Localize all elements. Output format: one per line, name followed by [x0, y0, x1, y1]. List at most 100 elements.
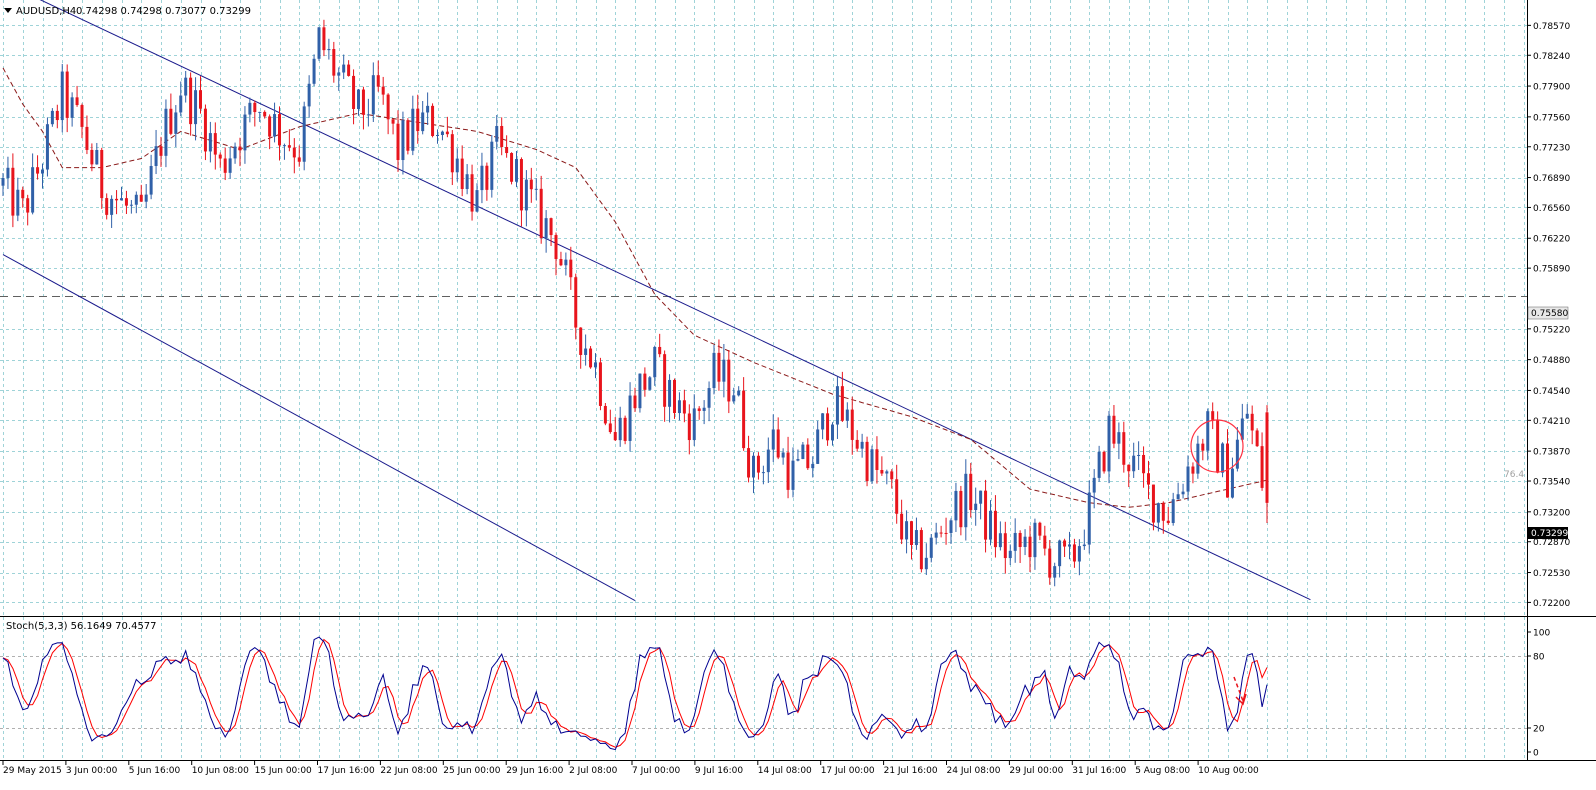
- price-tick-label: 0.72530: [1533, 569, 1570, 579]
- price-tick-label: 0.74210: [1533, 417, 1570, 427]
- candle-body: [460, 158, 464, 190]
- candle-body: [218, 154, 222, 159]
- candle-body: [381, 86, 385, 95]
- price-tick-label: 0.76220: [1533, 235, 1570, 245]
- ohlc-values: 0.74298 0.74298 0.73077 0.73299: [76, 6, 251, 17]
- candle-body: [835, 386, 839, 425]
- price-tick-label: 0.74540: [1533, 387, 1570, 397]
- candle-body: [322, 27, 326, 51]
- candle-body: [1028, 536, 1032, 558]
- candle-body: [1018, 532, 1022, 548]
- candle-body: [1230, 468, 1234, 498]
- chart-header: AUDUSD,H4 0.74298 0.74298 0.73077 0.7329…: [4, 6, 251, 17]
- candle-body: [60, 71, 64, 121]
- candle-body: [574, 277, 578, 328]
- price-tick-label: 0.73200: [1533, 508, 1570, 518]
- candle-body: [529, 179, 533, 190]
- candle-body: [643, 373, 647, 390]
- candle-body: [737, 390, 741, 396]
- candle-body: [223, 158, 227, 173]
- candle-body: [756, 455, 760, 473]
- candle-body: [1216, 419, 1220, 473]
- candle-body: [1013, 532, 1017, 551]
- candle-body: [613, 432, 617, 441]
- candle-body: [658, 346, 662, 355]
- candle-body: [771, 429, 775, 450]
- candle-body: [1, 177, 5, 186]
- dropdown-triangle-icon[interactable]: [4, 8, 12, 13]
- candle-body: [860, 441, 864, 449]
- time-tick-label: 10 Aug 00:00: [1198, 766, 1259, 776]
- time-tick-label: 31 Jul 16:00: [1072, 766, 1126, 776]
- stoch-tick-label: 100: [1533, 629, 1550, 639]
- candle-body: [949, 520, 953, 533]
- candle-body: [633, 395, 637, 409]
- candle-body: [747, 448, 751, 478]
- candle-body: [914, 530, 918, 546]
- candle-body: [440, 131, 444, 136]
- time-tick-label: 25 Jun 00:00: [443, 766, 500, 776]
- candle-body: [702, 407, 706, 411]
- candle-body: [436, 135, 439, 137]
- candle-body: [579, 327, 583, 355]
- candle-body: [673, 379, 676, 414]
- candle-body: [1176, 494, 1180, 500]
- candle-body: [998, 533, 1002, 548]
- candle-body: [228, 158, 232, 173]
- time-tick-label: 29 Jun 16:00: [506, 766, 563, 776]
- candle-body: [426, 105, 430, 113]
- candle-body: [954, 490, 958, 521]
- candle-body: [1117, 432, 1121, 444]
- candle-body: [811, 463, 815, 469]
- candle-body: [519, 159, 523, 211]
- candle-body: [357, 89, 360, 109]
- candle-body: [36, 167, 40, 174]
- candle-body: [924, 557, 928, 570]
- current-price-value: 0.73299: [1531, 529, 1568, 539]
- candle-body: [628, 395, 632, 441]
- price-panel[interactable]: 76.4: [0, 0, 1527, 616]
- price-tick-label: 0.75890: [1533, 265, 1570, 275]
- candle-body: [208, 133, 212, 152]
- stochastic-panel[interactable]: Stoch(5,3,3) 56.1649 70.4577: [0, 617, 1527, 760]
- candle-body: [831, 424, 834, 441]
- candle-body: [31, 167, 35, 213]
- time-tick-label: 7 Jul 00:00: [632, 766, 681, 776]
- candle-body: [273, 114, 277, 137]
- candle-body: [1147, 473, 1150, 485]
- candle-body: [26, 198, 30, 213]
- candle-body: [278, 114, 281, 146]
- candle-body: [307, 83, 311, 107]
- candle-body: [974, 503, 978, 511]
- candle-body: [1265, 412, 1269, 503]
- candle-body: [1132, 455, 1136, 472]
- down-arrow-icon: [1233, 676, 1247, 706]
- candle-body: [1156, 503, 1160, 523]
- candle-body: [342, 64, 346, 73]
- candle-body: [668, 379, 672, 407]
- candle-body: [944, 532, 948, 534]
- candle-body: [352, 75, 356, 109]
- candle-body: [559, 259, 563, 266]
- candle-body: [465, 174, 469, 190]
- candle-body: [248, 102, 252, 115]
- candle-body: [282, 145, 286, 147]
- candle-body: [707, 388, 711, 408]
- price-tick-label: 0.76560: [1533, 204, 1570, 214]
- candle-body: [786, 452, 790, 490]
- time-tick-label: 10 Jun 08:00: [192, 766, 249, 776]
- candle-body: [544, 218, 548, 238]
- moving-average: [2, 67, 1268, 508]
- candle-body: [85, 126, 89, 150]
- time-tick-label: 2 Jul 08:00: [569, 766, 618, 776]
- candle-body: [416, 108, 420, 132]
- candle-body: [149, 165, 153, 195]
- candle-body: [1250, 413, 1254, 431]
- candle-body: [317, 27, 321, 59]
- candle-body: [727, 359, 731, 402]
- price-tick-label: 0.73540: [1533, 478, 1570, 488]
- candle-body: [1186, 466, 1190, 492]
- candle-body: [386, 94, 390, 120]
- candle-body: [134, 194, 138, 205]
